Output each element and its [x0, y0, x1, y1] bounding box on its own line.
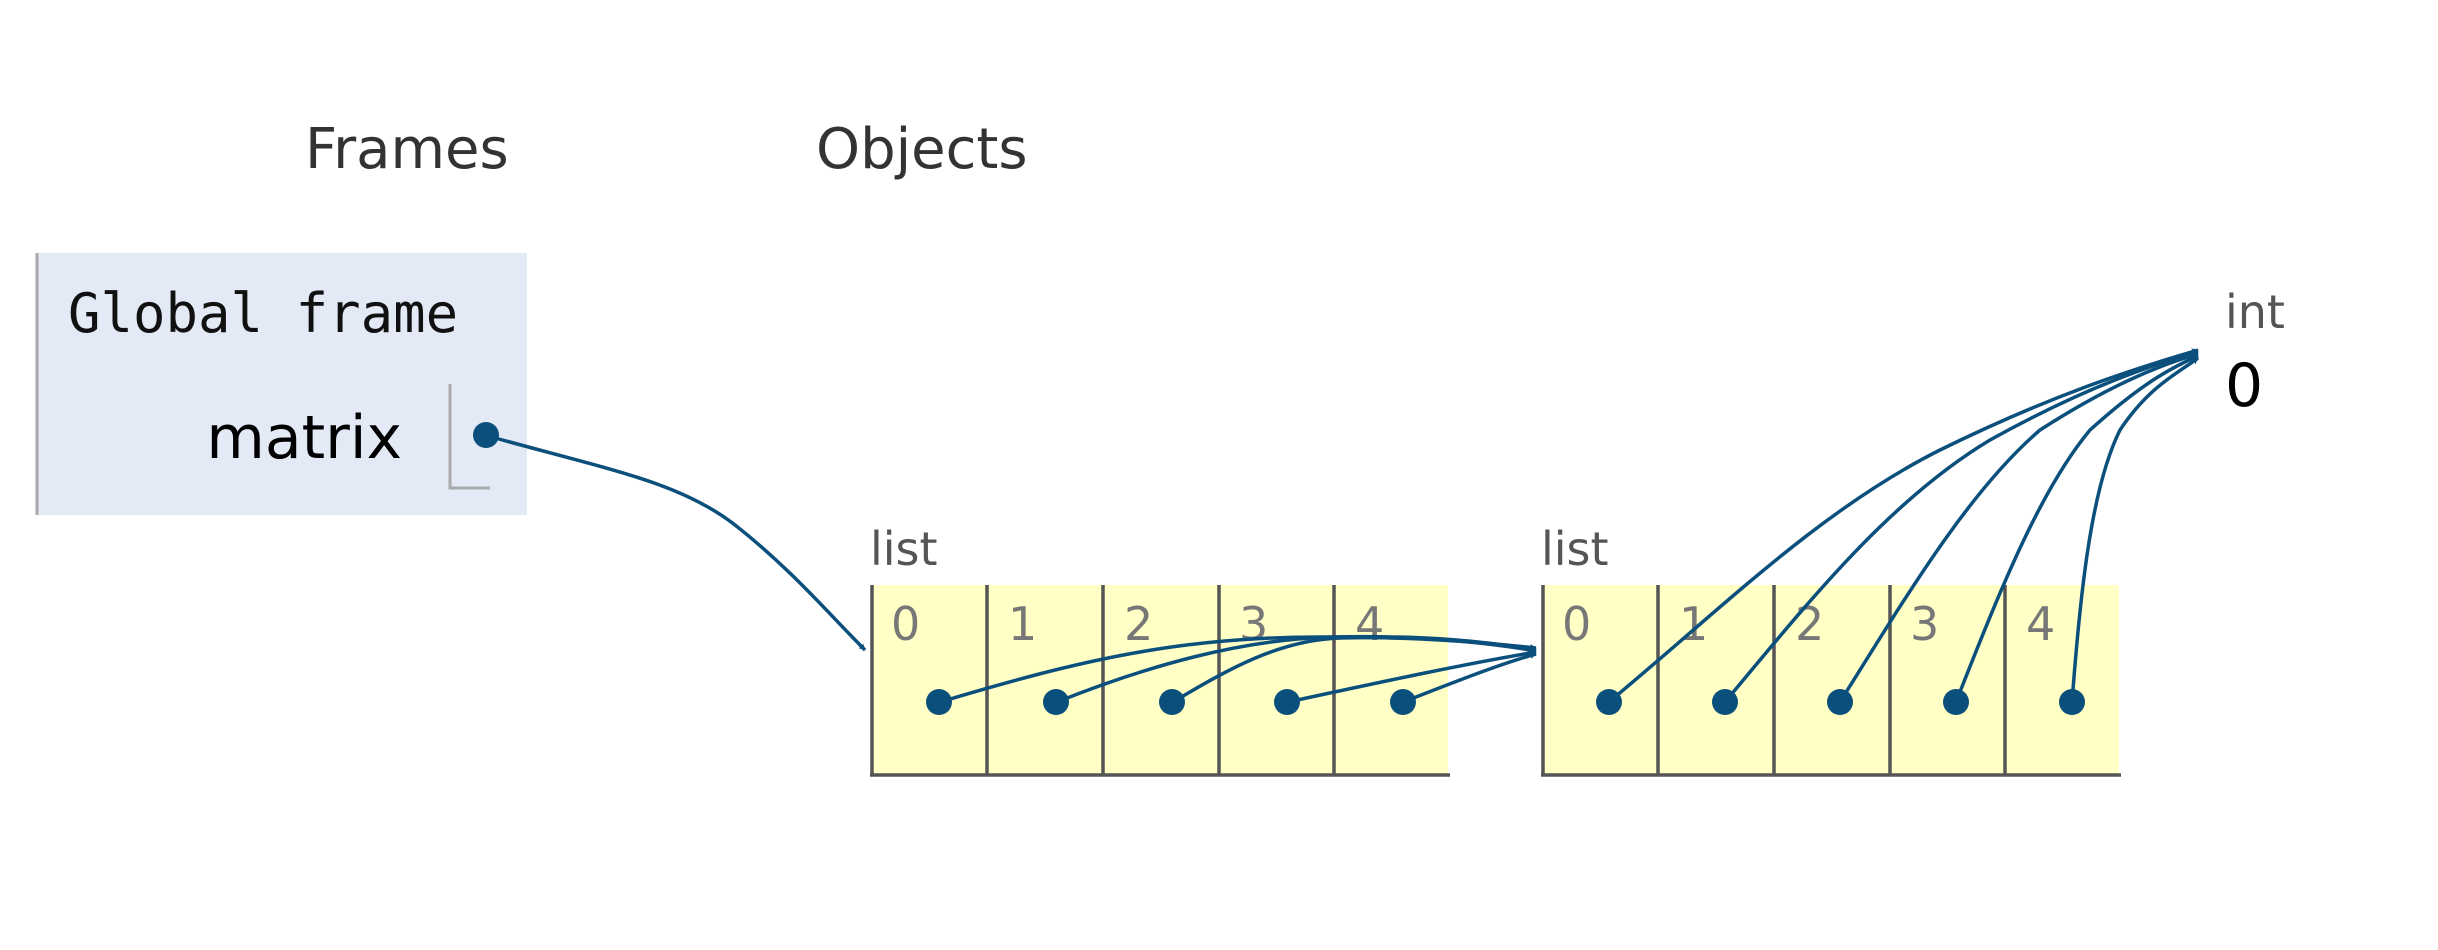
pointer-dots — [473, 422, 2085, 715]
objects-heading: Objects — [816, 117, 1028, 182]
pointer-arrow-inner-0-to-int — [1607, 348, 2199, 704]
pointer-dot-outer-0 — [926, 689, 952, 715]
pointer-arrow-matrix-to-outer-list — [487, 434, 867, 652]
pointer-dot-outer-2 — [1159, 689, 1185, 715]
pointer-arrow-outer-4-to-inner-list — [1402, 652, 1537, 704]
inner-list-index: 3 — [1910, 597, 1939, 651]
pointer-arrow-inner-1-to-int — [1723, 350, 2199, 704]
pointer-dot-inner-3 — [1943, 689, 1969, 715]
pointer-dot-matrix — [473, 422, 499, 448]
int-value: 0 — [2225, 351, 2263, 421]
pointer-dot-outer-3 — [1274, 689, 1300, 715]
global-frame-title: Global frame — [68, 282, 458, 345]
outer-list-box — [872, 585, 1448, 775]
variable-slot-matrix — [448, 384, 490, 490]
outer-list-index: 1 — [1008, 597, 1037, 651]
pointer-dot-outer-4 — [1390, 689, 1416, 715]
pointer-arrow-inner-3-to-int — [1954, 354, 2199, 703]
pointer-dot-inner-2 — [1827, 689, 1853, 715]
pointer-arrow-inner-4-to-int — [2070, 356, 2200, 703]
inner-list-index: 2 — [1795, 597, 1824, 651]
inner-list-box — [1543, 585, 2119, 775]
global-frame-box — [36, 253, 527, 515]
outer-list-index: 4 — [1355, 597, 1384, 651]
outer-list: list 0 1 2 3 4 — [870, 522, 1450, 777]
global-frame: Global frame matrix — [35, 253, 527, 515]
inner-list-cells: 0 1 2 3 4 — [1541, 585, 2055, 775]
outer-list-index: 2 — [1124, 597, 1153, 651]
inner-list: list 0 1 2 3 4 — [1541, 522, 2121, 777]
frames-heading: Frames — [305, 117, 509, 182]
inner-list-index: 0 — [1562, 597, 1591, 651]
variable-name-matrix: matrix — [206, 403, 402, 473]
outer-list-type-label: list — [870, 522, 938, 576]
inner-list-type-label: list — [1541, 522, 1609, 576]
inner-list-index: 4 — [2026, 597, 2055, 651]
pointer-dot-outer-1 — [1043, 689, 1069, 715]
inner-list-index: 1 — [1679, 597, 1708, 651]
pointer-dot-inner-0 — [1596, 689, 1622, 715]
pointer-dot-inner-1 — [1712, 689, 1738, 715]
pointer-arrow-outer-2-to-inner-list — [1172, 635, 1537, 704]
pointer-dot-inner-4 — [2059, 689, 2085, 715]
int-type-label: int — [2225, 285, 2285, 339]
outer-list-index: 0 — [891, 597, 920, 651]
int-object: int 0 — [2225, 285, 2285, 421]
pointer-arrow-inner-2-to-int — [1838, 352, 2199, 703]
pointer-arrow-outer-3-to-inner-list — [1287, 649, 1537, 704]
pointer-arrows — [487, 348, 2200, 704]
